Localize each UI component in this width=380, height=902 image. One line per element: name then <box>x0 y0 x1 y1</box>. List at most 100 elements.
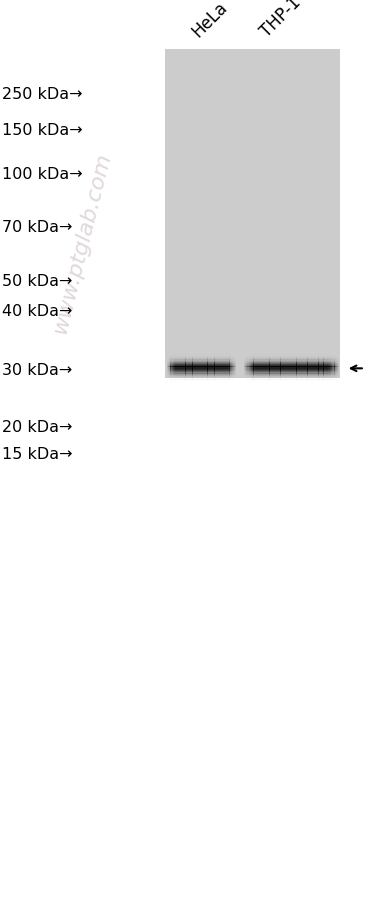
Bar <box>318 366 320 367</box>
Bar <box>178 367 179 368</box>
Bar <box>256 382 257 383</box>
Bar <box>294 380 295 382</box>
Bar <box>181 352 182 353</box>
Bar <box>189 357 190 359</box>
Bar <box>182 357 183 359</box>
Bar <box>311 353 312 354</box>
Bar <box>184 374 185 375</box>
Bar <box>252 380 253 382</box>
Bar <box>235 372 236 373</box>
Bar <box>234 370 235 371</box>
Bar <box>212 375 213 377</box>
Bar <box>269 352 271 353</box>
Bar <box>166 368 167 370</box>
Bar <box>217 371 218 372</box>
Bar <box>193 363 194 364</box>
Bar <box>283 363 284 364</box>
Bar <box>278 375 279 377</box>
Bar <box>305 360 306 361</box>
Bar <box>201 379 202 380</box>
Bar <box>295 354 296 355</box>
Bar <box>205 357 206 359</box>
Bar <box>251 351 252 352</box>
Bar <box>173 375 174 377</box>
Bar <box>269 353 271 354</box>
Bar <box>188 371 189 372</box>
Bar <box>218 354 219 355</box>
Bar <box>306 359 307 360</box>
Bar <box>323 357 325 359</box>
Bar <box>222 361 223 363</box>
Bar <box>339 372 341 373</box>
Bar <box>204 370 205 371</box>
Bar <box>336 374 337 375</box>
Bar <box>258 357 260 359</box>
Bar <box>233 367 234 368</box>
Bar <box>196 360 197 361</box>
Bar <box>260 376 261 378</box>
Bar <box>208 354 209 355</box>
Bar <box>263 367 264 368</box>
Bar <box>260 380 261 382</box>
Bar <box>305 367 306 368</box>
Bar <box>221 368 222 370</box>
Bar <box>272 385 273 386</box>
Bar <box>179 357 180 359</box>
Bar <box>327 351 328 352</box>
Bar <box>274 360 276 361</box>
Bar <box>188 373 189 374</box>
Bar <box>187 352 188 353</box>
Bar <box>318 354 320 355</box>
Bar <box>214 373 215 374</box>
Text: 100 kDa→: 100 kDa→ <box>2 167 82 181</box>
Bar <box>320 359 321 360</box>
Bar <box>314 354 315 355</box>
Bar <box>256 373 257 374</box>
Bar <box>200 352 201 353</box>
Bar <box>262 351 263 352</box>
Bar <box>296 370 298 371</box>
Bar <box>274 380 276 382</box>
Bar <box>304 372 305 373</box>
Bar <box>179 368 180 370</box>
Bar <box>210 372 211 373</box>
Bar <box>225 351 226 352</box>
Bar <box>328 373 329 374</box>
Bar <box>267 355 268 356</box>
Bar <box>256 356 257 358</box>
Bar <box>309 376 310 378</box>
Bar <box>186 359 187 360</box>
Bar <box>171 374 172 375</box>
Bar <box>329 353 331 354</box>
Bar <box>327 379 328 380</box>
Bar <box>255 375 256 377</box>
Bar <box>233 379 234 380</box>
Bar <box>201 355 202 356</box>
Bar <box>231 367 232 368</box>
Bar <box>218 374 219 375</box>
Bar <box>209 370 210 371</box>
Bar <box>262 370 263 371</box>
Bar <box>284 374 285 375</box>
Bar <box>311 379 312 380</box>
Bar <box>260 360 261 361</box>
Bar <box>333 354 334 355</box>
Bar <box>209 368 210 370</box>
Bar <box>253 385 255 386</box>
Bar <box>228 354 230 355</box>
Bar <box>226 361 227 363</box>
Bar <box>271 383 272 385</box>
Bar <box>214 382 215 383</box>
Bar <box>215 370 216 371</box>
Bar <box>266 385 267 386</box>
Bar <box>318 382 320 383</box>
Bar <box>325 379 326 380</box>
Bar <box>287 364 288 366</box>
Bar <box>256 354 257 355</box>
Bar <box>173 353 174 354</box>
Bar <box>219 382 220 383</box>
Bar <box>216 353 217 354</box>
Bar <box>301 385 302 386</box>
Bar <box>223 360 224 361</box>
Bar <box>336 383 337 385</box>
